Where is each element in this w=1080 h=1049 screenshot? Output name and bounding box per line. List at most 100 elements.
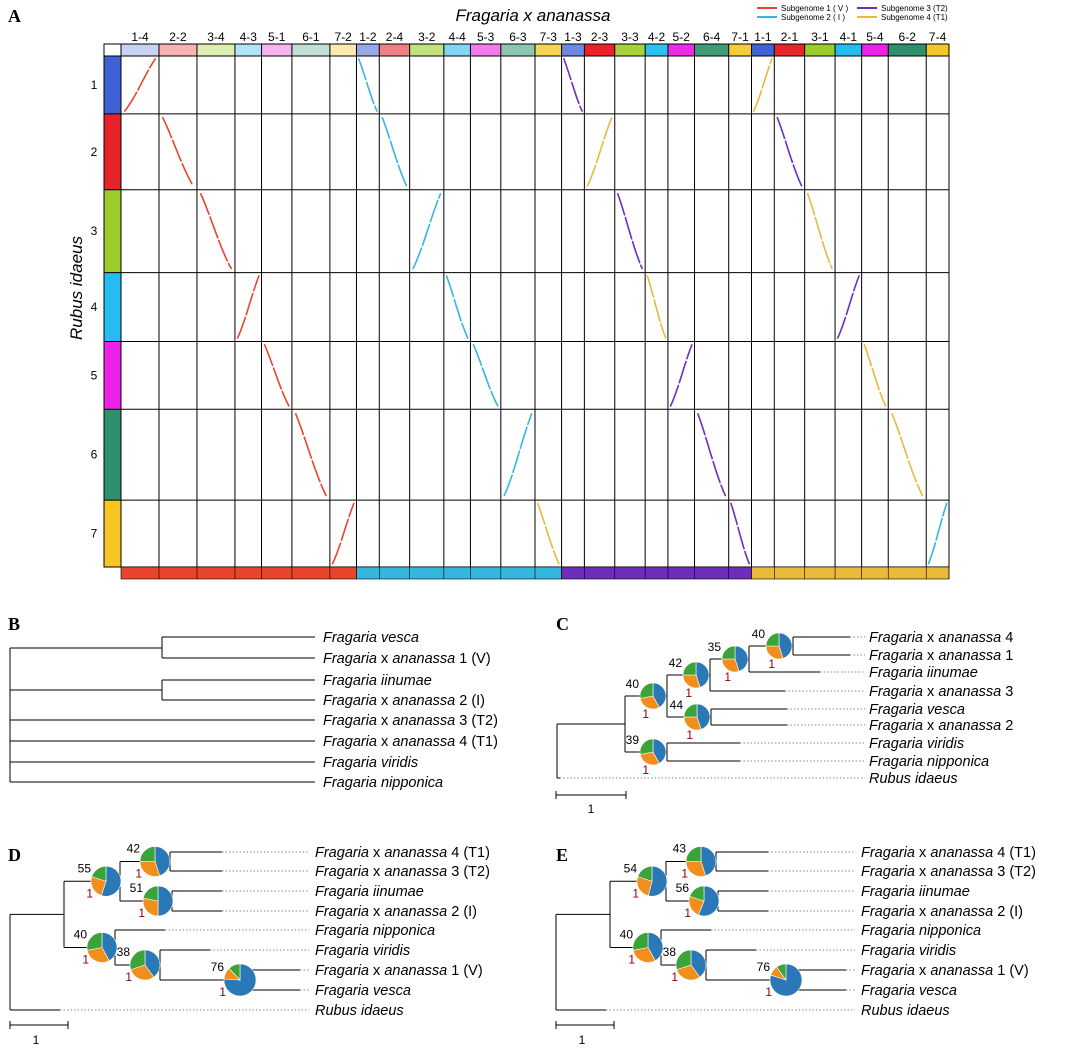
subgenome-bar-segment — [120, 566, 357, 580]
column-color-strip — [926, 44, 949, 56]
column-color-strip — [158, 44, 197, 56]
synteny-block — [236, 275, 260, 339]
synteny-block — [586, 116, 613, 187]
synteny-block — [381, 116, 408, 187]
taxon-label: Fragaria viridis — [869, 736, 964, 752]
row-color-strip — [104, 409, 121, 501]
taxon-label: Fragaria vesca — [861, 983, 957, 999]
column-label: 6-3 — [509, 30, 527, 44]
column-label: 3-4 — [207, 30, 225, 44]
panel-a-dotplot: A Fragaria x ananassa Rubus idaeus Subge… — [8, 4, 950, 580]
column-label: 5-2 — [673, 30, 691, 44]
node-pie — [86, 932, 118, 963]
pie-slice — [690, 949, 707, 978]
taxon-label: Fragaria iinumae — [869, 665, 978, 681]
posterior-value: 1 — [642, 763, 649, 777]
posterior-value: 1 — [138, 906, 145, 920]
node-pie — [682, 661, 710, 689]
column-color-strip — [500, 44, 535, 56]
column-color-strip — [121, 44, 159, 56]
pie-slice — [647, 865, 668, 897]
synteny-block — [752, 58, 773, 112]
pie-slice — [639, 738, 654, 755]
synteny-marks — [123, 58, 948, 565]
panel-label-e: E — [556, 845, 568, 865]
row-label: 3 — [91, 224, 98, 238]
pie-slice — [682, 661, 697, 676]
panel-label-c: C — [556, 614, 569, 634]
taxon-label: Fragaria viridis — [323, 755, 418, 771]
node-pie — [142, 885, 174, 917]
taxon-label: Fragaria iinumae — [323, 673, 432, 689]
subgenome-bar-segment — [751, 566, 950, 580]
taxon-label: Fragaria x ananassa 3 (T2) — [861, 864, 1036, 880]
row-headers: 1 2 3 4 5 6 7 — [91, 56, 121, 567]
column-color-strip — [667, 44, 695, 56]
pie-slice — [632, 932, 649, 951]
pie-slice — [696, 703, 711, 730]
pie-slice — [675, 949, 692, 971]
posterior-value: 1 — [768, 657, 775, 671]
column-color-strip — [584, 44, 615, 56]
posterior-value: 1 — [685, 686, 692, 700]
scale-label: 1 — [579, 1033, 586, 1047]
column-label: 2-1 — [781, 30, 799, 44]
column-color-strip — [379, 44, 410, 56]
row-axis-title: Rubus idaeus — [67, 236, 86, 340]
synteny-block — [806, 193, 833, 270]
taxon-label: Fragaria x ananassa 3 (T2) — [323, 713, 498, 729]
taxon-label: Fragaria nipponica — [323, 775, 443, 791]
taxon-label: Fragaria x ananassa 1 (V) — [861, 963, 1029, 979]
support-value: 40 — [752, 627, 766, 641]
synteny-block — [503, 413, 533, 497]
synteny-block — [669, 344, 693, 407]
column-headers: 1-4 2-2 3-4 4-3 5-1 6-1 7-2 1-2 2-4 3-2 4-4 5-3 6-3 7… — [121, 30, 949, 56]
pie-slice — [639, 695, 660, 710]
subgenome-bar-segment — [356, 566, 562, 580]
node-pie — [688, 885, 720, 917]
column-label: 5-3 — [477, 30, 495, 44]
pie-slice — [639, 682, 654, 699]
column-color-strip — [234, 44, 262, 56]
column-label: 7-4 — [929, 30, 947, 44]
posterior-value: 1 — [686, 728, 693, 742]
pie-slice — [682, 674, 701, 689]
synteny-block — [617, 193, 643, 270]
column-color-strip — [751, 44, 775, 56]
pie-slice — [683, 716, 702, 731]
column-label: 1-2 — [359, 30, 377, 44]
pie-slice — [721, 645, 736, 660]
column-color-strip — [694, 44, 729, 56]
column-color-strip — [443, 44, 471, 56]
column-color-strip — [561, 44, 585, 56]
taxon-label: Fragaria x ananassa 4 — [869, 630, 1013, 646]
column-label: 5-1 — [268, 30, 286, 44]
column-color-strip — [888, 44, 927, 56]
support-value: 38 — [663, 945, 677, 959]
column-label: 5-4 — [866, 30, 884, 44]
row-label: 6 — [91, 448, 98, 462]
column-label: 4-1 — [840, 30, 858, 44]
node-pie — [139, 846, 171, 877]
synteny-block — [199, 193, 232, 270]
pie-slice — [86, 932, 103, 951]
row-label: 7 — [91, 527, 98, 541]
pie-slice — [647, 932, 664, 962]
pie-slice — [721, 658, 740, 673]
taxon-label: Fragaria x ananassa 4 (T1) — [861, 845, 1036, 861]
synteny-block — [927, 502, 948, 565]
taxon-label: Fragaria x ananassa 3 (T2) — [315, 864, 490, 880]
row-color-strip — [104, 56, 121, 114]
pie-slice — [142, 897, 159, 917]
node-pie — [639, 738, 667, 766]
column-color-strip — [861, 44, 889, 56]
support-value: 40 — [620, 928, 634, 942]
pie-slice — [223, 963, 257, 997]
posterior-value: 1 — [684, 906, 691, 920]
pie-slice — [130, 964, 155, 981]
synteny-block — [294, 413, 327, 497]
taxon-label: Fragaria iinumae — [315, 884, 424, 900]
support-value: 54 — [624, 861, 638, 875]
pie-slice — [632, 947, 656, 963]
pie-slice — [776, 963, 787, 981]
